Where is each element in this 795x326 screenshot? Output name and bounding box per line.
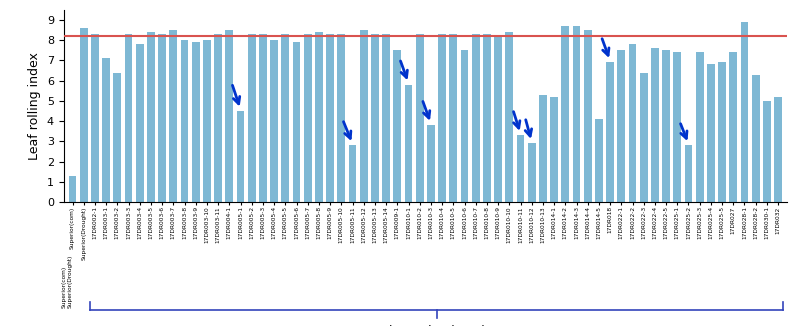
Text: Superior(com): Superior(com): [62, 266, 67, 308]
Bar: [438, 34, 446, 202]
Bar: [192, 42, 200, 202]
Bar: [103, 58, 110, 202]
Bar: [618, 50, 625, 202]
Bar: [517, 135, 525, 202]
Bar: [91, 34, 99, 202]
Bar: [460, 50, 468, 202]
Bar: [214, 34, 222, 202]
Bar: [158, 34, 166, 202]
Bar: [539, 95, 547, 202]
Text: Superior(Drought): Superior(Drought): [68, 255, 73, 308]
Bar: [718, 62, 726, 202]
Bar: [684, 145, 692, 202]
Bar: [561, 26, 569, 202]
Bar: [471, 34, 479, 202]
Bar: [360, 30, 367, 202]
Bar: [382, 34, 390, 202]
Bar: [696, 52, 704, 202]
Bar: [203, 40, 211, 202]
Bar: [180, 40, 188, 202]
Bar: [147, 32, 155, 202]
Bar: [741, 22, 748, 202]
Bar: [125, 34, 133, 202]
Bar: [270, 40, 278, 202]
Y-axis label: Leaf rolling index: Leaf rolling index: [28, 52, 41, 160]
Bar: [326, 34, 334, 202]
Bar: [248, 34, 256, 202]
Bar: [405, 85, 413, 202]
Bar: [673, 52, 681, 202]
Bar: [662, 50, 670, 202]
Bar: [226, 30, 233, 202]
Bar: [371, 34, 379, 202]
Bar: [752, 75, 759, 202]
Bar: [293, 42, 301, 202]
Text: In-vitro selection Lines: In-vitro selection Lines: [366, 325, 507, 326]
Bar: [729, 52, 737, 202]
Bar: [595, 119, 603, 202]
Bar: [304, 34, 312, 202]
Bar: [68, 176, 76, 202]
Bar: [449, 34, 457, 202]
Bar: [237, 111, 244, 202]
Bar: [606, 62, 614, 202]
Bar: [584, 30, 591, 202]
Bar: [136, 44, 144, 202]
Bar: [427, 125, 435, 202]
Bar: [259, 34, 267, 202]
Bar: [640, 73, 648, 202]
Bar: [349, 145, 356, 202]
Bar: [774, 97, 782, 202]
Bar: [483, 34, 491, 202]
Bar: [494, 36, 502, 202]
Bar: [416, 34, 424, 202]
Bar: [394, 50, 401, 202]
Bar: [506, 32, 514, 202]
Bar: [80, 28, 87, 202]
Bar: [707, 65, 715, 202]
Bar: [651, 48, 659, 202]
Bar: [629, 44, 637, 202]
Bar: [315, 32, 323, 202]
Bar: [528, 143, 536, 202]
Bar: [281, 34, 289, 202]
Bar: [337, 34, 345, 202]
Bar: [169, 30, 177, 202]
Bar: [572, 26, 580, 202]
Bar: [114, 73, 122, 202]
Bar: [550, 97, 558, 202]
Bar: [763, 101, 771, 202]
